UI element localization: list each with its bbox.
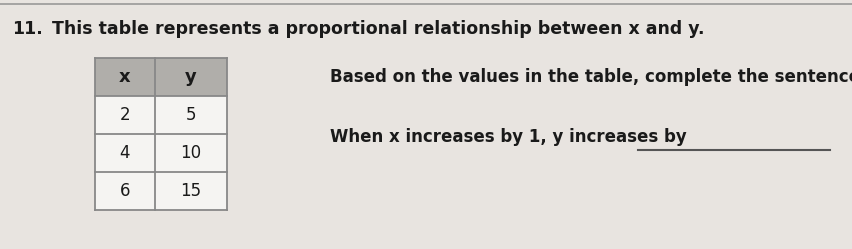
Bar [95, 96, 227, 134]
Text: 2: 2 [119, 106, 130, 124]
Bar [95, 172, 227, 210]
Text: 11.: 11. [12, 20, 43, 38]
Text: 15: 15 [181, 182, 201, 200]
Text: 5: 5 [186, 106, 196, 124]
Bar [95, 58, 227, 96]
Text: When x increases by 1, y increases by: When x increases by 1, y increases by [330, 128, 686, 146]
Text: 10: 10 [181, 144, 201, 162]
Text: Based on the values in the table, complete the sentence shown.: Based on the values in the table, comple… [330, 68, 852, 86]
Bar [95, 134, 227, 172]
Text: y: y [185, 68, 197, 86]
Text: 6: 6 [119, 182, 130, 200]
Text: x: x [119, 68, 130, 86]
Text: This table represents a proportional relationship between x and y.: This table represents a proportional rel… [40, 20, 704, 38]
Text: 4: 4 [119, 144, 130, 162]
